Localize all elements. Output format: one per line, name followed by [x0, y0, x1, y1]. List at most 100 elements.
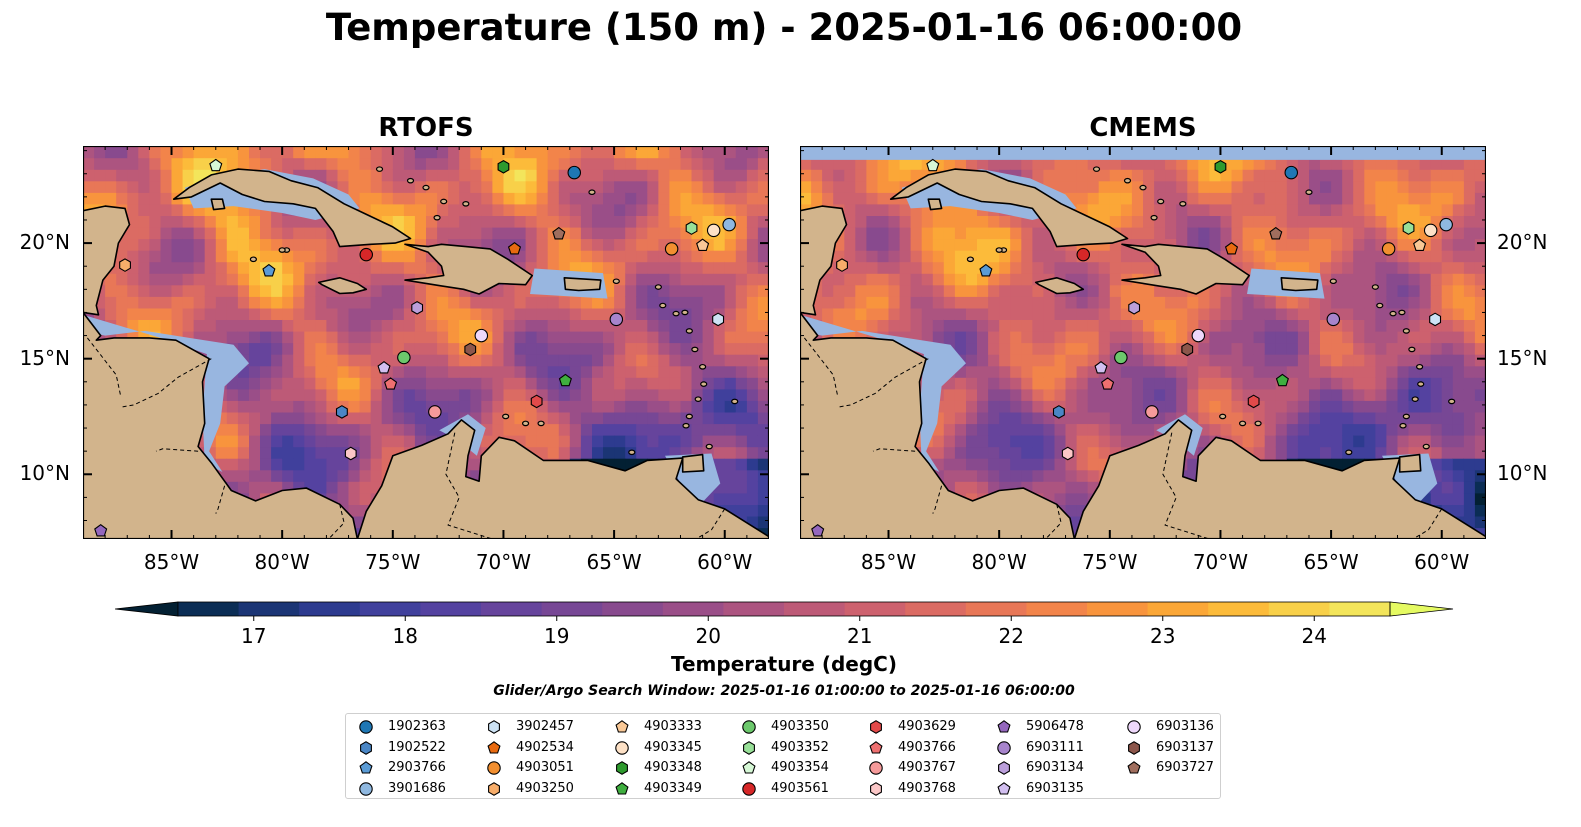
legend-label: 4902534	[516, 739, 574, 755]
land-jamaica	[317, 277, 368, 295]
island	[1139, 184, 1147, 191]
legend-label: 4903768	[898, 780, 956, 796]
colorbar-segment	[784, 602, 846, 616]
colorbar-segment	[299, 602, 361, 616]
legend-label: 1902522	[388, 739, 446, 755]
legend-label: 4903767	[898, 760, 956, 775]
legend-label: 4903250	[516, 780, 574, 796]
float-marker-2903766	[979, 263, 993, 277]
colorbar-segment	[723, 602, 785, 616]
legend-marker	[998, 761, 1010, 775]
island	[1402, 328, 1410, 334]
island	[672, 310, 680, 317]
island	[1417, 381, 1425, 387]
legend-marker	[487, 761, 501, 775]
lat-tick-label-right: 20°N	[1497, 230, 1548, 255]
legend-marker	[487, 740, 501, 754]
island	[1345, 449, 1353, 456]
float-marker-3901686	[722, 217, 736, 232]
float-marker-1902522	[1052, 405, 1065, 419]
float-marker-4903354	[209, 158, 223, 172]
colorbar-segment	[359, 602, 421, 616]
land-puerto-rico	[563, 277, 602, 292]
country-border	[1162, 432, 1210, 539]
float-marker-4903333	[1413, 238, 1427, 251]
island	[1092, 166, 1101, 172]
country-border	[837, 358, 929, 408]
lon-tick-label: 75°W	[1082, 550, 1138, 574]
island	[1399, 422, 1407, 429]
panel-title-rtofs: RTOFS	[378, 113, 474, 143]
legend-label: 4903348	[644, 760, 702, 775]
float-marker-6903111	[609, 312, 624, 327]
island	[521, 420, 530, 427]
island	[1150, 214, 1158, 221]
land-cuba	[889, 168, 1129, 248]
island	[375, 166, 384, 172]
island	[1329, 278, 1337, 285]
island	[966, 256, 974, 263]
legend-marker	[743, 740, 755, 755]
colorbar-segment	[541, 602, 603, 616]
colorbar-segment	[238, 602, 300, 616]
float-marker-3901686	[1439, 217, 1453, 232]
legend-label: 3901686	[388, 780, 446, 796]
float-marker-4903767	[1145, 405, 1159, 419]
legend-label: 4903349	[644, 780, 702, 796]
float-marker-5906478	[811, 524, 825, 537]
land-hispaniola	[404, 243, 533, 295]
island	[1157, 198, 1165, 205]
legend-marker	[870, 720, 882, 734]
land-yucatan	[800, 205, 848, 316]
float-marker-4903768	[1061, 446, 1074, 461]
legend-label: 6903136	[1156, 719, 1214, 734]
float-legend: 1902363 1902522 2903766 3901686 3902457 49025…	[345, 713, 1221, 799]
lat-tick-label-right: 10°N	[1497, 461, 1548, 486]
legend-label: 6903134	[1026, 760, 1084, 775]
search-window-caption: Glider/Argo Search Window: 2025-01-16 01…	[493, 683, 1075, 699]
float-marker-4903345	[1423, 223, 1438, 238]
island	[1408, 346, 1416, 353]
land-hispaniola	[1121, 243, 1250, 295]
lon-tick-label: 85°W	[860, 550, 917, 574]
island	[1402, 413, 1410, 420]
island	[537, 420, 545, 427]
colorbar-segment	[1026, 602, 1088, 616]
float-marker-5906478	[94, 524, 108, 537]
legend-label: 3902457	[516, 719, 574, 734]
colorbar-tick-label: 22	[998, 624, 1024, 648]
no-data-strip	[800, 146, 1486, 160]
island	[278, 247, 286, 253]
legend-marker	[488, 720, 500, 734]
island	[502, 413, 510, 420]
shelf-area	[83, 314, 249, 472]
legend-marker	[997, 720, 1011, 733]
country-border	[155, 448, 199, 452]
colorbar-segment	[965, 602, 1027, 616]
legend-label: 1902363	[388, 719, 446, 734]
float-marker-4903250	[836, 258, 848, 272]
legend-marker	[869, 761, 883, 775]
country-border	[932, 485, 943, 514]
colorbar-tick-label: 20	[695, 624, 721, 648]
lon-tick-label: 70°W	[1192, 550, 1249, 574]
figure-title: Temperature (150 m) - 2025-01-16 06:00:0…	[325, 6, 1243, 49]
island	[440, 198, 448, 205]
legend-marker	[997, 740, 1011, 755]
map-panel-rtofs	[83, 146, 769, 539]
legend-label: 5906478	[1026, 719, 1084, 734]
lon-tick-label: 70°W	[475, 550, 532, 574]
colorbar-segment	[1147, 602, 1209, 616]
legend-marker	[488, 781, 500, 796]
legend-label: 4903352	[771, 739, 829, 755]
island	[422, 184, 430, 191]
lon-tick-label: 80°W	[254, 550, 310, 574]
land-cuba	[172, 168, 412, 248]
land-isla-juventud	[210, 198, 226, 211]
lat-tick-label-right: 15°N	[1497, 345, 1548, 370]
float-marker-3902457	[712, 312, 725, 327]
colorbar-label: Temperature (degC)	[671, 652, 897, 676]
float-marker-6903135	[1094, 361, 1108, 374]
island	[1376, 302, 1384, 309]
island	[731, 398, 739, 405]
